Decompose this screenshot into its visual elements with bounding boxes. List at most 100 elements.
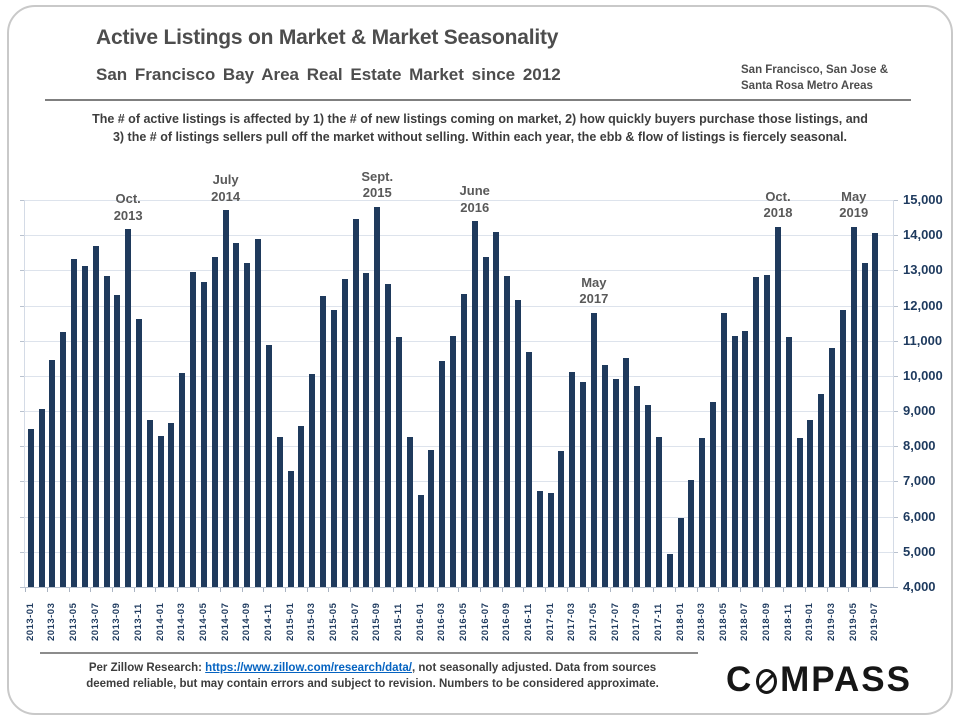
x-axis-tick <box>220 588 222 592</box>
x-axis-label: 2018-01 <box>674 602 686 641</box>
region-label: San Francisco, San Jose & Santa Rosa Met… <box>741 62 888 94</box>
footer-suffix: , not seasonally adjusted. Data from sou… <box>412 662 657 674</box>
bar <box>190 272 197 587</box>
x-axis-label: 2014-03 <box>176 602 188 641</box>
compass-logo-text-post: MPASS <box>780 660 912 699</box>
peak-annotation-month: Oct. <box>765 188 791 204</box>
y-axis-tick <box>20 340 25 342</box>
y-axis-label: 14,000 <box>903 227 943 243</box>
y-axis-tick <box>20 481 25 483</box>
x-axis-tick <box>155 588 157 592</box>
bar <box>515 299 522 587</box>
bar <box>796 437 803 587</box>
bar <box>157 436 164 587</box>
footer-note: Per Zillow Research: https://www.zillow.… <box>50 660 695 692</box>
y-axis-tick <box>20 235 25 237</box>
y-axis-tick <box>20 270 25 272</box>
y-axis-label: 4,000 <box>903 579 936 594</box>
x-axis-tick <box>848 588 850 592</box>
y-axis-label: 9,000 <box>903 403 936 419</box>
bar <box>601 365 608 587</box>
bar <box>146 420 153 587</box>
peak-annotation-year: 2014 <box>211 188 241 204</box>
x-axis-label: 2013-01 <box>24 602 36 641</box>
bar <box>655 436 662 587</box>
bar <box>764 275 771 587</box>
zillow-research-link[interactable]: https://www.zillow.com/research/data/ <box>205 662 413 674</box>
x-axis-label: 2018-09 <box>761 602 773 641</box>
peak-annotation-year: 2018 <box>763 205 793 221</box>
y-axis-tick <box>893 200 898 201</box>
x-axis-label: 2013-03 <box>46 602 58 641</box>
x-axis-tick <box>675 588 676 592</box>
compass-slashed-o-icon <box>756 668 778 694</box>
bar <box>634 386 641 587</box>
x-axis-label: 2018-05 <box>717 602 729 641</box>
bar <box>244 262 251 587</box>
bar <box>742 330 749 587</box>
bar <box>590 312 597 587</box>
y-axis-tick <box>20 446 25 448</box>
x-axis-tick <box>241 588 243 592</box>
gridline <box>25 305 893 307</box>
peak-annotation-month: July <box>212 172 239 188</box>
x-axis-label: 2018-07 <box>739 602 751 641</box>
peak-annotation: May 2019 <box>818 189 890 222</box>
gridline <box>25 411 893 413</box>
x-axis-label: 2018-03 <box>696 602 708 641</box>
x-axis-tick <box>739 588 741 592</box>
x-axis-tick <box>869 588 871 592</box>
x-axis-tick <box>68 588 70 592</box>
bar <box>536 490 543 587</box>
x-axis-tick <box>501 588 503 592</box>
y-axis-tick <box>20 551 25 553</box>
bar <box>861 262 868 587</box>
y-axis-label: 8,000 <box>903 438 936 454</box>
compass-logo-text-pre: C <box>726 660 754 699</box>
y-axis-label: 5,000 <box>903 543 936 559</box>
bar <box>363 272 370 587</box>
slide-border <box>7 5 953 715</box>
peak-annotation: July 2014 <box>190 172 262 205</box>
gridline <box>25 375 893 377</box>
bar <box>645 405 651 587</box>
footer-line2: deemed reliable, but may contain errors … <box>86 678 659 690</box>
bar <box>265 344 272 587</box>
bar <box>233 242 240 587</box>
bar <box>103 276 110 587</box>
bar <box>731 335 738 587</box>
bar <box>439 360 446 587</box>
bar <box>720 313 727 587</box>
bar <box>395 336 402 587</box>
bar <box>460 293 467 587</box>
peak-annotation-month: Sept. <box>361 168 394 184</box>
header-divider <box>45 99 911 101</box>
x-axis-label: 2019-03 <box>826 602 838 641</box>
gridline <box>25 446 893 448</box>
bar <box>850 226 857 587</box>
bar <box>450 335 457 587</box>
bar <box>807 420 814 587</box>
x-axis-tick <box>783 588 785 592</box>
y-axis-tick <box>20 411 25 413</box>
peak-annotation-year: 2019 <box>839 205 869 221</box>
bar <box>547 493 554 587</box>
bar <box>818 393 825 587</box>
peak-annotation-year: 2015 <box>362 185 392 201</box>
bar <box>428 449 435 587</box>
bar <box>222 210 229 587</box>
x-axis-tick <box>566 588 568 592</box>
x-axis-tick <box>458 588 460 592</box>
region-label-line2: Santa Rosa Metro Areas <box>741 80 873 92</box>
x-axis-label: 2019-01 <box>804 602 816 641</box>
gridline <box>25 270 893 272</box>
x-axis-label: 2019-05 <box>847 602 859 641</box>
x-axis-label: 2018-11 <box>782 603 794 641</box>
bar <box>839 310 846 587</box>
bar <box>179 373 186 587</box>
bar <box>287 470 294 587</box>
bar <box>114 294 121 587</box>
peak-annotation-month: June <box>459 183 490 199</box>
x-axis-label: 2015-11 <box>392 603 404 641</box>
x-axis-label: 2017-03 <box>566 602 578 641</box>
